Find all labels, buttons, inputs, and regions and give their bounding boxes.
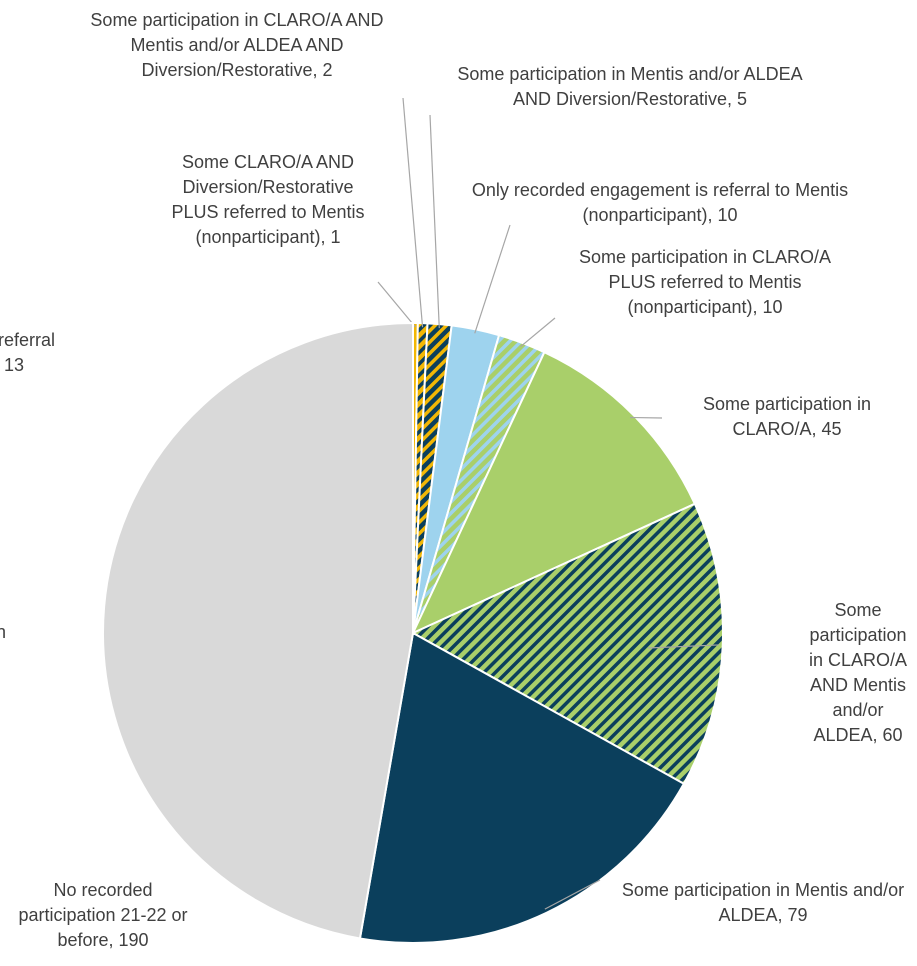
cropped-label: , 13 <box>0 355 25 375</box>
slice-label: Some CLARO/A AND Diversion/Restorative P… <box>171 152 365 247</box>
slice-label: Some participation in Mentis and/or ALDE… <box>457 64 803 109</box>
leader-line <box>429 114 440 329</box>
cropped-label: n <box>0 622 7 642</box>
slice-label: No recorded participation 21-22 or befor… <box>18 880 188 950</box>
slice-label: Some participation in CLARO/A AND Mentis… <box>808 600 908 745</box>
leader-line <box>402 97 424 328</box>
leader-line <box>377 281 416 328</box>
slice-label: Some participation in CLARO/A PLUS refer… <box>578 247 832 317</box>
pie-slice <box>358 631 686 944</box>
slice-label: Some participation in CLARO/A, 45 <box>702 394 872 439</box>
leader-line <box>647 644 719 649</box>
cropped-label: referral <box>0 330 56 350</box>
leader-line <box>520 317 556 348</box>
leader-line <box>630 416 663 419</box>
pie-slice <box>410 502 724 786</box>
slice-label: Some participation in CLARO/A AND Mentis… <box>90 10 384 80</box>
slice-label: Some participation in Mentis and/or ALDE… <box>621 880 905 925</box>
slice-label: Only recorded engagement is referral to … <box>471 180 849 225</box>
leader-line <box>474 224 511 334</box>
pie-slice <box>410 350 697 636</box>
leader-line <box>544 879 601 910</box>
pie-slice <box>102 321 414 940</box>
